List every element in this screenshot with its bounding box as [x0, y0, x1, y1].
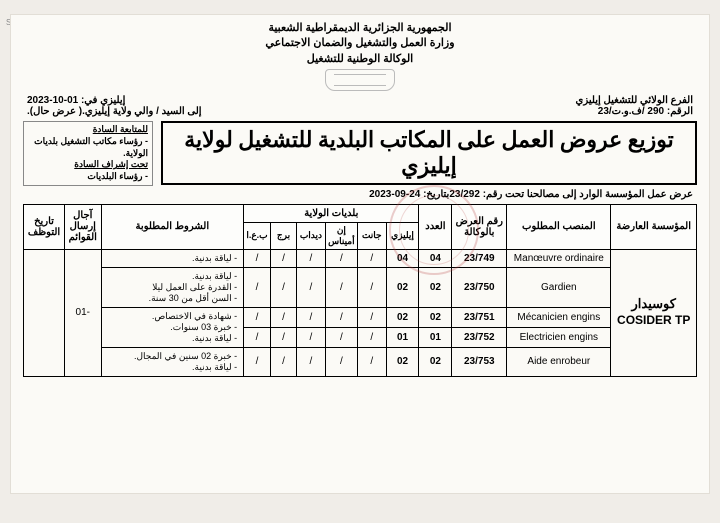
table-row: كوسيدارCOSIDER TPManœuvre ordinaire23/74… [24, 249, 697, 267]
muni-slash: / [325, 347, 357, 376]
job-title: Manœuvre ordinaire [507, 249, 611, 267]
muni-illizi: 02 [386, 307, 419, 327]
deadline-cell: -01 [65, 249, 102, 376]
muni-illizi: 02 [386, 267, 419, 307]
job-title: Gardien [507, 267, 611, 307]
muni-slash: / [244, 327, 271, 347]
conditions-cell: لياقة بدنية. [101, 249, 244, 267]
col-conditions: الشروط المطلوبة [101, 204, 244, 249]
table-row: Mécanicien engins23/7510202/////شهادة في… [24, 307, 697, 327]
ref-number: الرقم: 290 /ف.و.ت/23 [576, 106, 693, 117]
sub-illizi: إيليزي [386, 222, 419, 249]
offer-count: 02 [419, 267, 452, 307]
col-company: المؤسسة العارضة [611, 204, 697, 249]
offer-count: 02 [419, 307, 452, 327]
muni-slash: / [297, 327, 326, 347]
muni-slash: / [358, 249, 387, 267]
muni-slash: / [297, 267, 326, 307]
sub-bordj: برج [270, 222, 296, 249]
muni-slash: / [244, 249, 271, 267]
sub-inamenas: إن أميناس [325, 222, 357, 249]
sub-debdeb: ديداب [297, 222, 326, 249]
muni-slash: / [270, 267, 296, 307]
offer-ref: 23/750 [452, 267, 507, 307]
col-count: العدد [419, 204, 452, 249]
muni-slash: / [325, 327, 357, 347]
muni-illizi: 04 [386, 249, 419, 267]
col-hiredate: تاريخ التوظف [24, 204, 65, 249]
copies-h2: تحت إشراف السادة [74, 159, 148, 169]
sub-djanet: جانت [358, 222, 387, 249]
agency-logo [325, 69, 395, 91]
office-name: الفرع الولائي للتشغيل إيليزي [576, 95, 693, 106]
job-title: Electricien engins [507, 327, 611, 347]
main-title: توزيع عروض العمل على المكاتب البلدية للت… [161, 121, 697, 185]
muni-slash: / [270, 249, 296, 267]
sub-baa: ب.ع.ا [244, 222, 271, 249]
muni-slash: / [297, 249, 326, 267]
muni-slash: / [358, 327, 387, 347]
copies-i1: - رؤساء مكاتب التشغيل بلديات الولاية. [28, 136, 148, 159]
sub-reference-line: عرض عمل المؤسسة الوارد إلى مصالحنا تحت ر… [27, 189, 693, 200]
job-title: Mécanicien engins [507, 307, 611, 327]
offer-ref: 23/751 [452, 307, 507, 327]
conditions-cell: لياقة بدنية.القدرة على العمل ليلاالسن أق… [101, 267, 244, 307]
copies-box: للمتابعة السادة - رؤساء مكاتب التشغيل بل… [23, 121, 153, 185]
offer-ref: 23/749 [452, 249, 507, 267]
offer-count: 02 [419, 347, 452, 376]
table-header-row: المؤسسة العارضة المنصب المطلوب رقم العرض… [24, 204, 697, 222]
muni-slash: / [244, 347, 271, 376]
muni-slash: / [358, 347, 387, 376]
company-cell: كوسيدارCOSIDER TP [611, 249, 697, 376]
col-deadline: آجال إرسال القوائم [65, 204, 102, 249]
muni-slash: / [297, 307, 326, 327]
muni-slash: / [270, 327, 296, 347]
date-recipient-block: إيليزي في: 01-10-2023 إلى السيد / والي و… [27, 95, 202, 117]
offer-ref: 23/753 [452, 347, 507, 376]
office-block: الفرع الولائي للتشغيل إيليزي الرقم: 290 … [576, 95, 693, 117]
muni-slash: / [358, 267, 387, 307]
copies-i2: - رؤساء البلديات [28, 171, 148, 183]
conditions-cell: شهادة في الاختصاص.خبرة 03 سنوات.لياقة بد… [101, 307, 244, 347]
muni-slash: / [270, 307, 296, 327]
muni-slash: / [297, 347, 326, 376]
muni-slash: / [244, 307, 271, 327]
header-l1: الجمهورية الجزائرية الديمقراطية الشعبية [23, 21, 697, 36]
muni-slash: / [358, 307, 387, 327]
muni-slash: / [325, 267, 357, 307]
document-page: الجمهورية الجزائرية الديمقراطية الشعبية … [10, 14, 710, 494]
meta-row: الفرع الولائي للتشغيل إيليزي الرقم: 290 … [27, 95, 693, 117]
title-row: توزيع عروض العمل على المكاتب البلدية للت… [23, 121, 697, 185]
table-row: Aide enrobeur23/7530202/////خبرة 02 سنين… [24, 347, 697, 376]
offer-count: 01 [419, 327, 452, 347]
conditions-cell: خبرة 02 سنين في المجال.لياقة بدنية. [101, 347, 244, 376]
recipient: إلى السيد / والي ولاية إيليزي.( عرض حال)… [27, 106, 202, 117]
header-l2: وزارة العمل والتشغيل والضمان الاجتماعي [23, 36, 697, 51]
muni-slash: / [244, 267, 271, 307]
col-municipalities: بلديات الولاية [244, 204, 419, 222]
table-row: Gardien23/7500202/////لياقة بدنية.القدرة… [24, 267, 697, 307]
col-ref: رقم العرض بالوكالة [452, 204, 507, 249]
muni-slash: / [325, 249, 357, 267]
offer-ref: 23/752 [452, 327, 507, 347]
muni-slash: / [325, 307, 357, 327]
muni-slash: / [270, 347, 296, 376]
offer-count: 04 [419, 249, 452, 267]
gov-header: الجمهورية الجزائرية الديمقراطية الشعبية … [23, 21, 697, 91]
doc-date: إيليزي في: 01-10-2023 [27, 95, 202, 106]
job-title: Aide enrobeur [507, 347, 611, 376]
col-job: المنصب المطلوب [507, 204, 611, 249]
muni-illizi: 01 [386, 327, 419, 347]
hire-date-cell [24, 249, 65, 376]
copies-h1: للمتابعة السادة [93, 124, 148, 134]
header-l3: الوكالة الوطنية للتشغيل [23, 52, 697, 67]
muni-illizi: 02 [386, 347, 419, 376]
jobs-table: المؤسسة العارضة المنصب المطلوب رقم العرض… [23, 204, 697, 377]
